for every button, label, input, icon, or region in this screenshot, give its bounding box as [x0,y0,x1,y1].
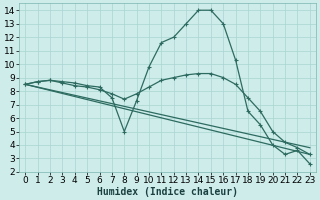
X-axis label: Humidex (Indice chaleur): Humidex (Indice chaleur) [97,186,238,197]
